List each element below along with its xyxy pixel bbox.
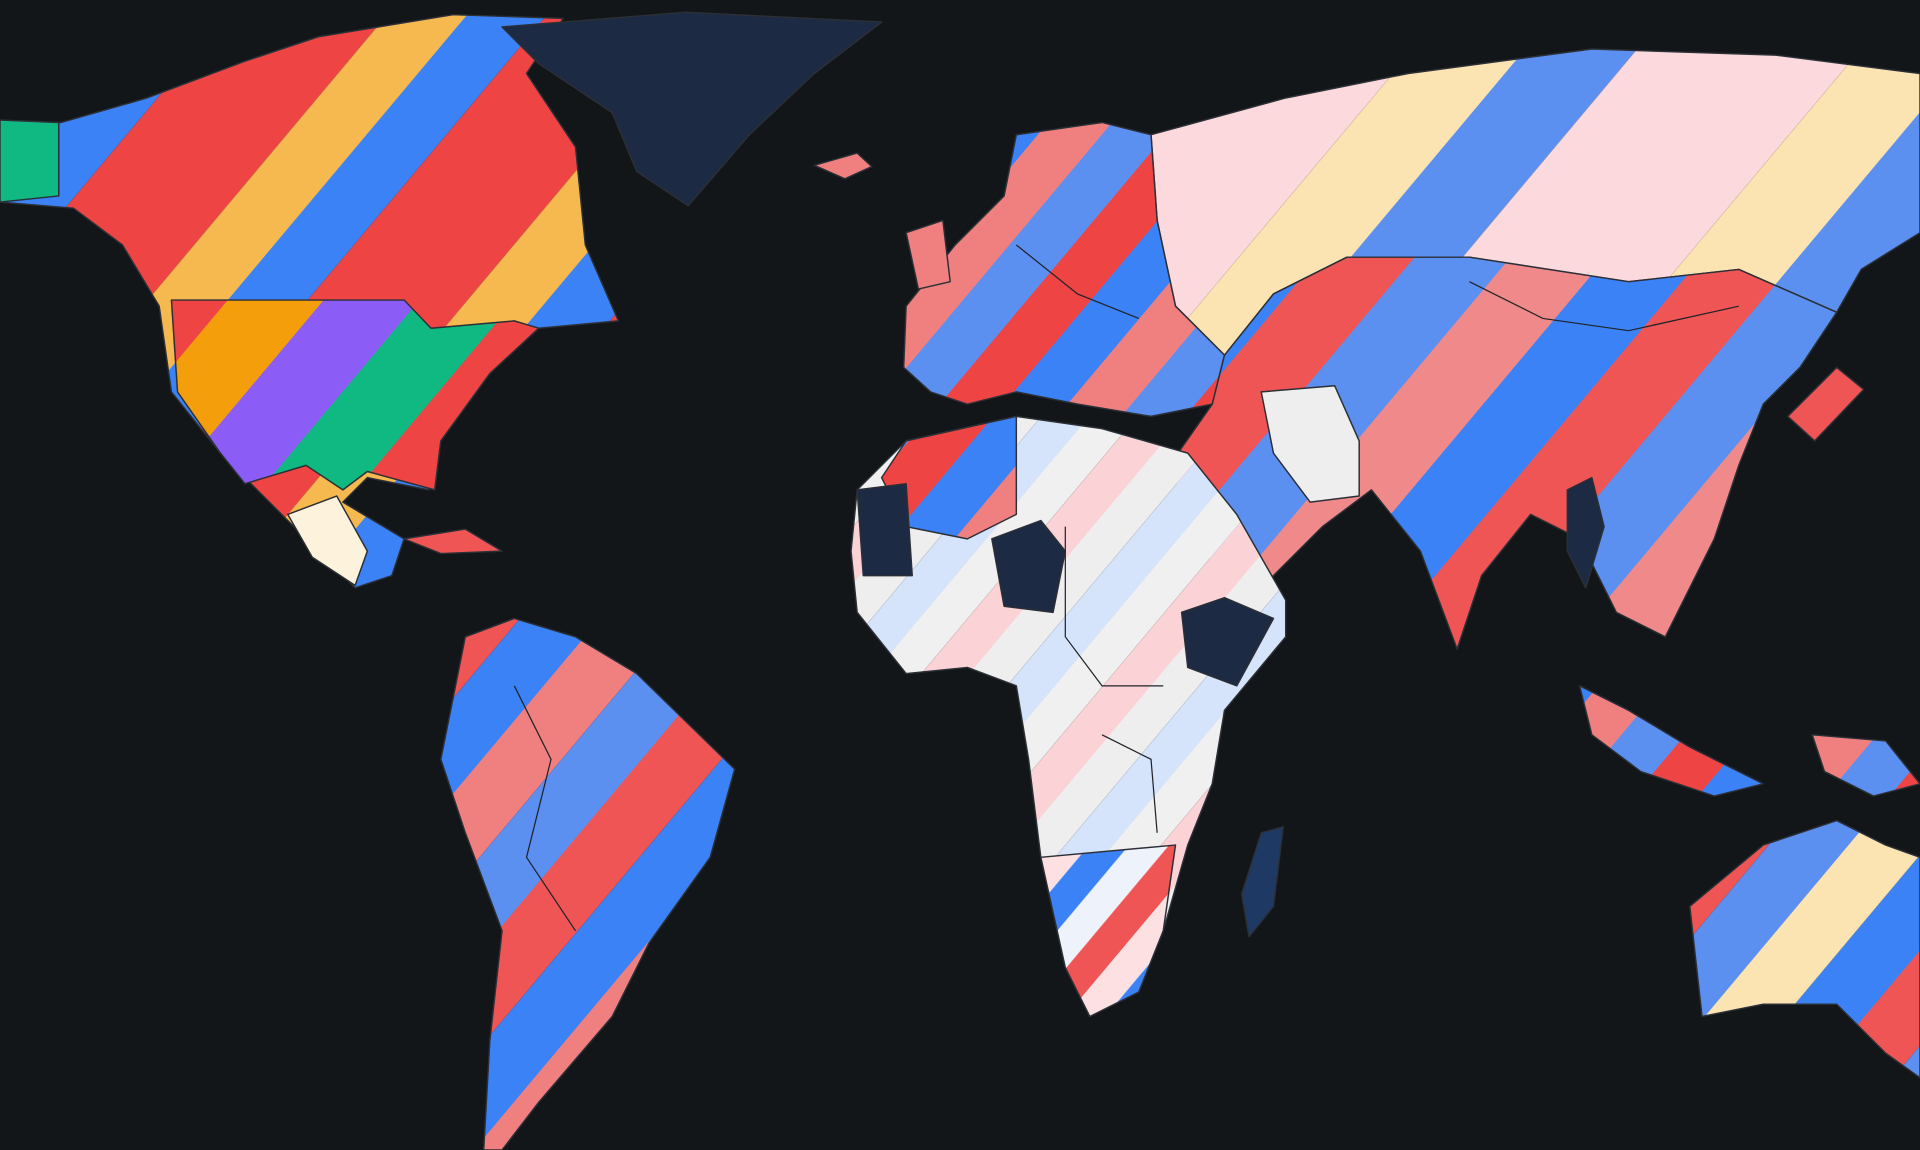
madagascar [1240,825,1284,938]
iran [1260,385,1360,503]
border [1064,526,1164,687]
uk [905,219,951,290]
south-america [440,617,736,1150]
border [513,685,577,932]
alaska-region [0,119,60,203]
asia [1168,256,1838,650]
new-guinea [1811,734,1920,797]
border [1101,734,1158,833]
mexico-south [287,495,369,587]
southeast-asia-islands [1578,685,1764,797]
border [1015,244,1140,319]
southern-africa [1040,844,1177,1018]
japan [1787,366,1865,442]
united-states [170,299,540,491]
border [1469,281,1739,332]
ethiopia [1180,596,1275,687]
australia [1689,819,1920,1079]
cuba [403,528,503,555]
myanmar [1566,476,1605,589]
mauritania [856,483,913,577]
iceland [813,152,873,180]
chad [991,519,1067,614]
greenland [501,11,883,207]
